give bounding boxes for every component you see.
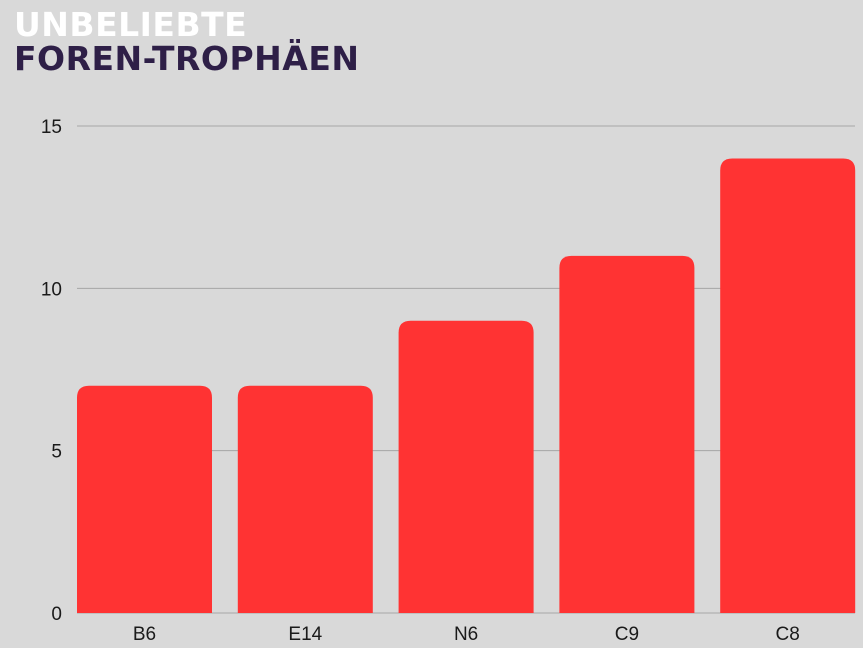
bar-c8 xyxy=(720,158,856,613)
y-axis-ticks: 0 5 10 15 xyxy=(41,117,62,625)
bar-b6 xyxy=(77,385,212,613)
bar-e14 xyxy=(237,385,373,613)
x-axis-ticks: B6 E14 N6 C9 C8 xyxy=(133,624,800,645)
y-tick-label: 15 xyxy=(41,117,62,138)
y-tick-label: 10 xyxy=(41,279,62,300)
x-tick-label: B6 xyxy=(133,624,156,645)
y-tick-label: 5 xyxy=(51,442,62,463)
chart-title-line-1: UNBELIEBTE xyxy=(14,5,248,44)
bar-c9 xyxy=(559,255,695,613)
x-tick-label: C9 xyxy=(615,624,639,645)
bars xyxy=(77,158,856,613)
x-tick-label: C8 xyxy=(776,624,800,645)
x-tick-label: E14 xyxy=(288,624,322,645)
y-tick-label: 0 xyxy=(51,604,62,625)
chart-title: UNBELIEBTE FOREN-TROPHÄEN xyxy=(14,8,360,76)
bar-n6 xyxy=(398,320,534,613)
x-tick-label: N6 xyxy=(454,624,478,645)
chart-title-line-2: FOREN-TROPHÄEN xyxy=(14,39,360,78)
